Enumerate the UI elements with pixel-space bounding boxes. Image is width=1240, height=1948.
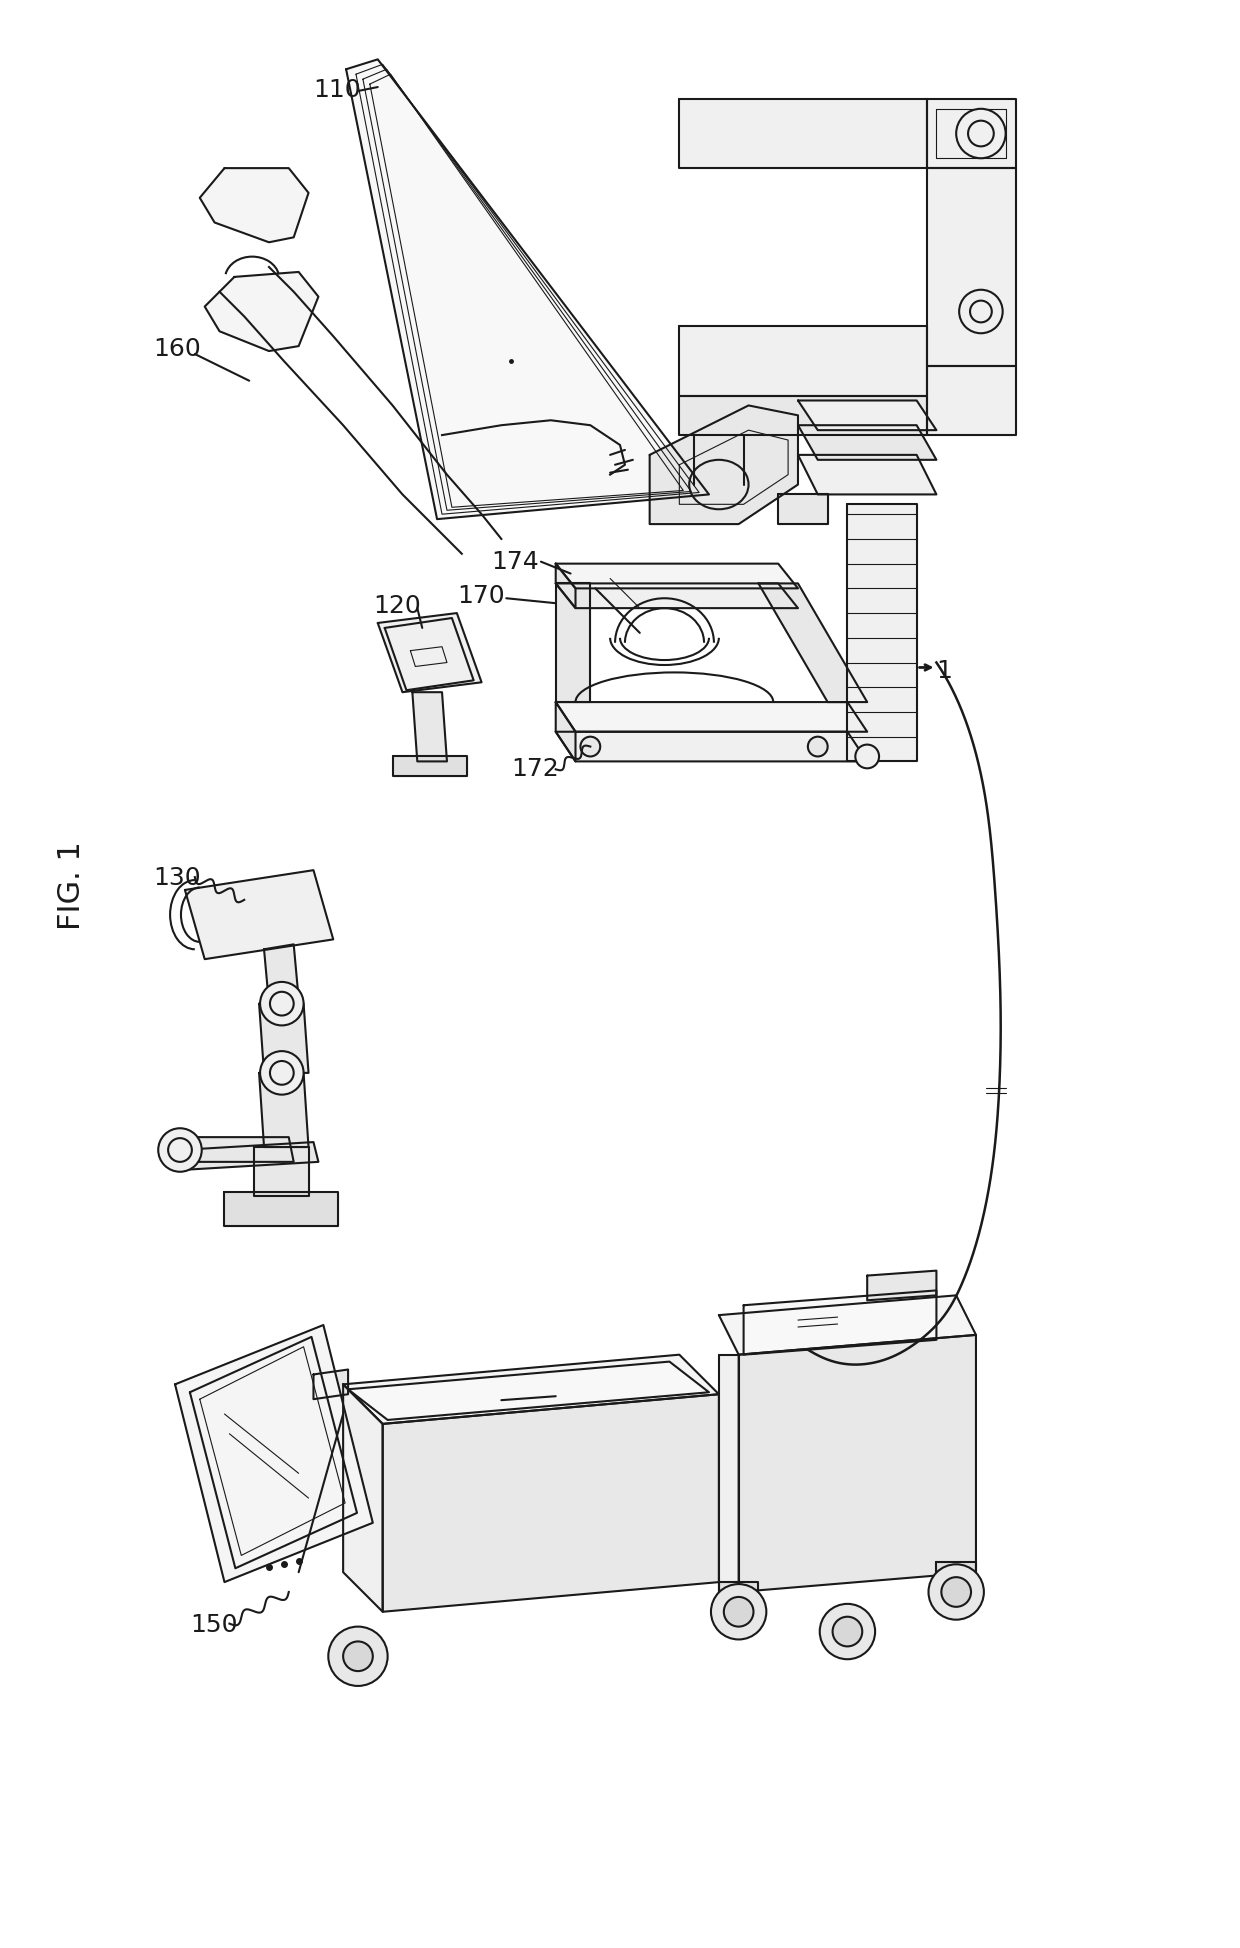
- Circle shape: [960, 290, 1003, 333]
- Circle shape: [159, 1128, 202, 1173]
- Polygon shape: [556, 703, 575, 762]
- Polygon shape: [719, 1356, 739, 1592]
- Circle shape: [260, 982, 304, 1027]
- Polygon shape: [556, 565, 575, 610]
- Text: FIG. 1: FIG. 1: [57, 842, 86, 929]
- Polygon shape: [926, 99, 1016, 169]
- Text: 174: 174: [491, 549, 539, 573]
- Circle shape: [941, 1578, 971, 1607]
- Polygon shape: [799, 456, 936, 495]
- Polygon shape: [556, 565, 799, 588]
- Polygon shape: [759, 584, 867, 703]
- Polygon shape: [867, 1270, 936, 1301]
- Polygon shape: [799, 427, 936, 460]
- Text: 160: 160: [154, 337, 201, 360]
- Polygon shape: [378, 614, 481, 693]
- Polygon shape: [348, 1362, 709, 1420]
- Polygon shape: [799, 401, 936, 431]
- Polygon shape: [926, 169, 1016, 366]
- Polygon shape: [556, 584, 799, 610]
- Polygon shape: [719, 1582, 759, 1611]
- Polygon shape: [556, 703, 867, 732]
- Polygon shape: [779, 495, 827, 524]
- Polygon shape: [393, 758, 466, 777]
- Polygon shape: [680, 99, 926, 169]
- Polygon shape: [556, 732, 867, 762]
- Polygon shape: [346, 60, 709, 520]
- Polygon shape: [744, 1292, 936, 1356]
- Polygon shape: [719, 1295, 976, 1356]
- Polygon shape: [556, 584, 590, 703]
- Polygon shape: [343, 1385, 383, 1611]
- Text: 130: 130: [154, 865, 201, 890]
- Polygon shape: [343, 1356, 719, 1424]
- Polygon shape: [739, 1334, 976, 1592]
- Text: 172: 172: [511, 758, 559, 781]
- Circle shape: [260, 1052, 304, 1095]
- Circle shape: [808, 736, 827, 758]
- Circle shape: [956, 109, 1006, 160]
- Polygon shape: [680, 395, 926, 436]
- Text: 120: 120: [373, 594, 420, 618]
- Polygon shape: [175, 1325, 373, 1582]
- Polygon shape: [936, 1562, 976, 1592]
- Polygon shape: [650, 407, 799, 524]
- Polygon shape: [314, 1369, 348, 1399]
- Polygon shape: [259, 1003, 309, 1073]
- Circle shape: [343, 1642, 373, 1671]
- Circle shape: [856, 746, 879, 769]
- Polygon shape: [200, 169, 309, 244]
- Text: 1: 1: [936, 658, 952, 682]
- Polygon shape: [413, 693, 446, 762]
- Circle shape: [929, 1564, 983, 1621]
- Polygon shape: [680, 327, 926, 395]
- Circle shape: [832, 1617, 862, 1646]
- Polygon shape: [264, 945, 299, 1003]
- Polygon shape: [224, 1192, 339, 1227]
- Circle shape: [329, 1627, 388, 1687]
- Text: 170: 170: [456, 584, 505, 608]
- Polygon shape: [175, 1138, 294, 1163]
- Polygon shape: [185, 871, 334, 960]
- Polygon shape: [847, 505, 916, 762]
- Text: 150: 150: [190, 1611, 237, 1636]
- Text: 110: 110: [314, 78, 361, 101]
- Circle shape: [580, 736, 600, 758]
- Circle shape: [820, 1603, 875, 1660]
- Polygon shape: [205, 273, 319, 353]
- Polygon shape: [254, 1147, 309, 1196]
- Polygon shape: [383, 1395, 719, 1611]
- Polygon shape: [926, 366, 1016, 436]
- Polygon shape: [259, 1073, 309, 1147]
- Circle shape: [711, 1584, 766, 1640]
- Circle shape: [724, 1597, 754, 1627]
- Polygon shape: [180, 1143, 319, 1171]
